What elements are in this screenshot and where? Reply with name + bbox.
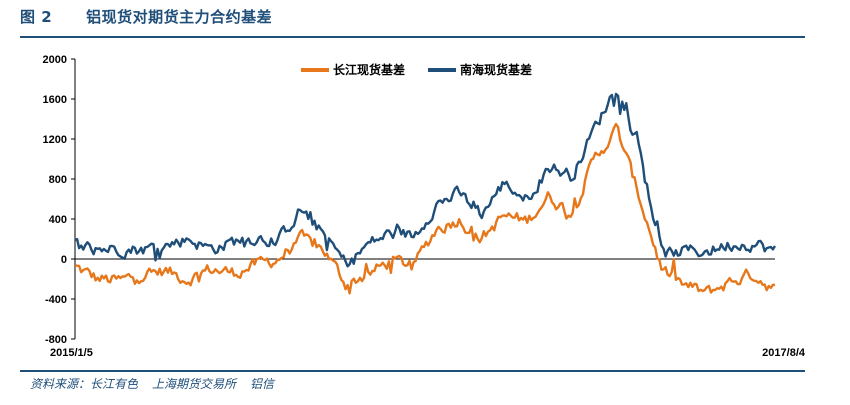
source-item-lvxin: 铝信 [250, 377, 275, 391]
bottom-rule [20, 370, 805, 372]
figure-title-text: 铝现货对期货主力合约基差 [86, 8, 273, 26]
y-tick-label: 1200 [43, 134, 67, 146]
x-tick-label-end: 2017/8/4 [762, 347, 806, 359]
legend-label-nanhai: 南海现货基差 [460, 62, 532, 77]
source-label: 资料来源：长江有色 [30, 377, 139, 391]
series-line-nanhai [74, 92, 777, 268]
y-tick-label: 2000 [43, 54, 67, 66]
top-rule [20, 36, 805, 38]
y-tick-label: 1600 [43, 94, 67, 106]
y-tick-label: 400 [49, 214, 67, 226]
series-line-changjiang [74, 122, 776, 295]
y-tick-label: 800 [49, 174, 67, 186]
figure-number: 图 2 [20, 8, 53, 26]
y-tick-label: 0 [61, 254, 67, 266]
source-item-shfe: 上海期货交易所 [152, 377, 237, 391]
source-note: 资料来源：长江有色 上海期货交易所 铝信 [30, 375, 288, 392]
y-tick-label: -800 [45, 334, 67, 346]
x-tick-label-start: 2015/1/5 [50, 347, 93, 359]
y-tick-label: -400 [45, 294, 67, 306]
figure-title: 图 2 铝现货对期货主力合约基差 [20, 6, 272, 27]
legend-label-changjiang: 长江现货基差 [333, 62, 405, 77]
